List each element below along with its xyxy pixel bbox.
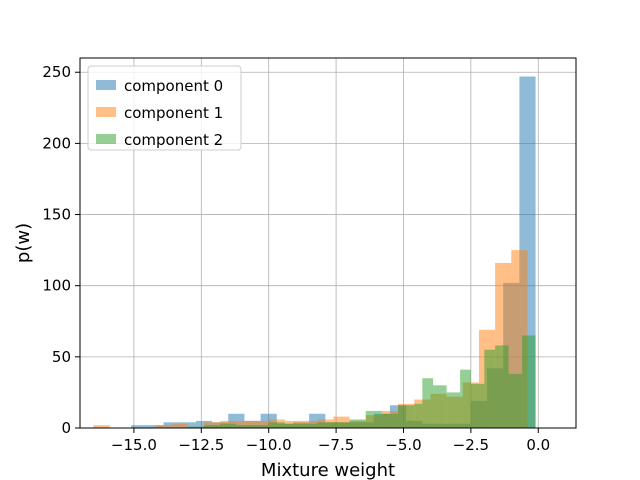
histogram-bar [460, 369, 471, 428]
histogram-bar [131, 425, 148, 428]
y-tick-label: 200 [42, 134, 71, 152]
histogram-bar [236, 420, 253, 428]
histogram-bar [284, 423, 302, 428]
legend-label: component 2 [124, 131, 223, 149]
histogram-bar [422, 378, 434, 428]
legend-label: component 0 [124, 77, 223, 95]
histogram-bar [522, 335, 536, 428]
histogram-bar [179, 422, 196, 428]
legend-swatch [96, 134, 116, 144]
y-tick-label: 0 [61, 419, 71, 437]
x-tick-label: −5.0 [385, 436, 421, 454]
histogram-bar [220, 423, 237, 428]
histogram-bar [433, 385, 447, 428]
x-tick-label: −7.5 [318, 436, 354, 454]
histogram-bar [333, 422, 350, 428]
histogram-bar [171, 423, 188, 428]
histogram-bar [252, 420, 269, 428]
series-2 [187, 335, 536, 428]
histogram-bar [155, 425, 172, 428]
histogram-bar [495, 345, 509, 428]
bars-layer [93, 76, 536, 428]
ticks-layer: −15.0 −12.5 −10.0 −7.5 −5.0 −2.5 0.0 0 50 100 150 2… [42, 63, 550, 454]
histogram-bar [414, 403, 423, 428]
histogram-bar [301, 423, 318, 428]
legend-box [87, 65, 242, 151]
legend-swatch [96, 107, 116, 117]
histogram-bar [204, 425, 221, 428]
plot-frame [79, 57, 577, 429]
histogram-bar [508, 373, 523, 428]
histogram-bar [349, 419, 366, 428]
histogram-bar [398, 405, 415, 428]
legend: component 0 component 1 component 2 [87, 65, 242, 151]
histogram-bar [93, 425, 110, 428]
x-axis-label: Mixture weight [261, 460, 395, 480]
histogram-bar [446, 392, 461, 428]
histogram-bar [268, 422, 285, 428]
histogram-bar [252, 425, 269, 428]
histogram-bar [317, 422, 334, 428]
y-tick-label: 100 [42, 277, 71, 295]
y-tick-label: 150 [42, 206, 71, 224]
histogram-bar [470, 383, 485, 428]
histogram-bar [187, 426, 204, 428]
legend-label: component 1 [124, 104, 223, 122]
legend-swatch [96, 80, 116, 90]
x-tick-label: 0.0 [526, 436, 550, 454]
histogram-bar [365, 410, 382, 428]
y-tick-label: 250 [42, 63, 71, 81]
x-tick-label: −10.0 [246, 436, 292, 454]
y-tick-label: 50 [52, 348, 71, 366]
histogram-bar [484, 349, 496, 428]
histogram-bar [381, 413, 399, 428]
x-tick-label: −12.5 [178, 436, 224, 454]
histogram-bar [236, 425, 253, 428]
x-tick-label: −15.0 [111, 436, 157, 454]
y-axis-label: p(w) [13, 223, 34, 263]
x-tick-label: −2.5 [453, 436, 489, 454]
